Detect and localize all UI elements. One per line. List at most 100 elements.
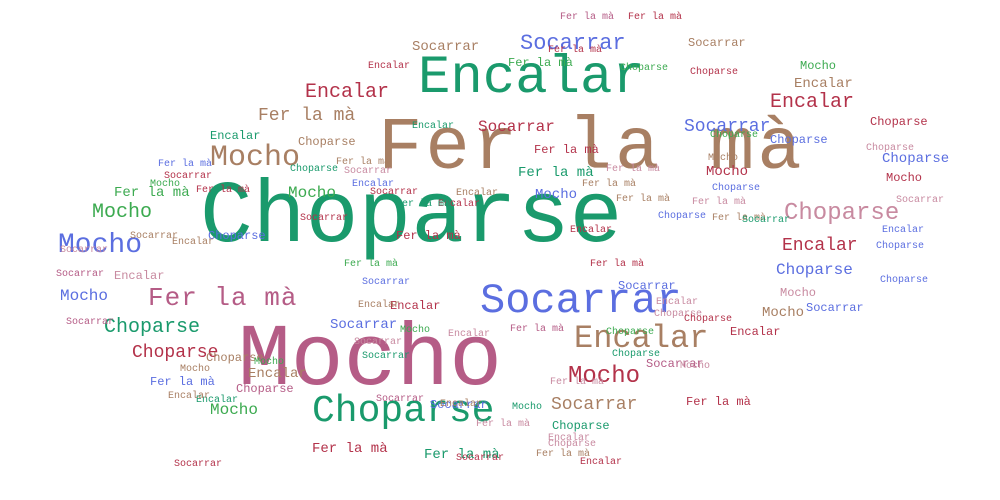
word-encalar: Encalar: [580, 457, 623, 468]
word-encalar: Encalar: [656, 297, 699, 308]
word-socarrar: Socarrar: [164, 171, 213, 182]
word-encalar: Encalar: [368, 61, 411, 72]
word-socarrar: Socarrar: [618, 279, 676, 293]
word-mocho: Mocho: [58, 230, 143, 261]
word-choparse: Choparse: [236, 382, 294, 396]
word-choparse: Choparse: [876, 241, 925, 252]
word-fer-la-ma: Fer la mà: [536, 449, 591, 460]
word-choparse: Choparse: [690, 67, 739, 78]
word-fer-la-ma: Fer la mà: [344, 259, 399, 270]
word-encalar: Encalar: [210, 129, 261, 143]
word-fer-la-ma: Fer la mà: [258, 106, 356, 126]
word-choparse: Choparse: [612, 349, 661, 360]
word-socarrar: Socarrar: [480, 277, 682, 325]
word-encalar: Encalar: [440, 399, 483, 410]
word-socarrar: Socarrar: [376, 394, 425, 405]
word-fer-la-ma: Fer la mà: [114, 185, 190, 201]
word-fer-la-ma: Fer la mà: [424, 447, 500, 463]
word-socarrar: Socarrar: [66, 317, 115, 328]
word-encalar: Encalar: [794, 76, 853, 92]
word-fer-la-ma: Fer la mà: [534, 143, 599, 157]
word-choparse: Choparse: [712, 183, 761, 194]
word-choparse: Choparse: [684, 314, 733, 325]
word-choparse: Choparse: [606, 327, 655, 338]
word-choparse: Choparse: [710, 130, 759, 141]
word-encalar: Encalar: [730, 325, 781, 339]
word-choparse: Choparse: [870, 115, 928, 129]
word-choparse: Choparse: [312, 390, 495, 433]
word-choparse: Choparse: [776, 261, 853, 279]
word-socarrar: Socarrar: [684, 117, 771, 137]
word-encalar: Encalar: [574, 320, 709, 357]
word-fer-la-ma: Fer la mà: [312, 441, 388, 457]
word-mocho: Mocho: [535, 187, 578, 203]
word-fer-la-ma: Fer la mà: [476, 419, 531, 430]
word-encalar: Encalar: [172, 237, 215, 248]
word-encalar: Encalar: [882, 225, 925, 236]
word-socarrar: Socarrar: [551, 395, 638, 415]
word-mocho: Mocho: [762, 305, 805, 321]
word-choparse: Choparse: [866, 143, 915, 154]
word-choparse: Choparse: [654, 309, 703, 320]
word-fer-la-ma: Fer la mà: [550, 377, 605, 388]
word-mocho: Mocho: [288, 184, 337, 202]
word-fer-la-ma: Fer la mà: [548, 45, 603, 56]
word-fer-la-ma: Fer la mà: [606, 164, 661, 175]
word-mocho: Mocho: [238, 312, 503, 411]
word-encalar: Encalar: [438, 199, 481, 210]
word-choparse: Choparse: [206, 351, 264, 365]
word-encalar: Encalar: [570, 225, 613, 236]
word-fer-la-ma: Fer la mà: [196, 185, 251, 196]
word-fer-la-ma: Fer la mà: [616, 194, 671, 205]
word-encalar: Encalar: [456, 188, 499, 199]
word-mocho: Mocho: [512, 402, 543, 413]
word-socarrar: Socarrar: [130, 231, 179, 242]
word-mocho: Mocho: [254, 357, 285, 368]
word-choparse: Choparse: [208, 229, 266, 243]
word-choparse: Choparse: [200, 169, 623, 268]
word-mocho: Mocho: [92, 201, 153, 224]
word-encalar: Encalar: [548, 433, 591, 444]
word-encalar: Encalar: [448, 329, 491, 340]
word-choparse: Choparse: [784, 200, 900, 227]
word-encalar: Encalar: [196, 395, 239, 406]
word-mocho: Mocho: [780, 286, 817, 300]
word-mocho: Mocho: [60, 287, 109, 305]
word-fer-la-ma: Fer la mà: [158, 159, 213, 170]
word-mocho: Mocho: [680, 361, 711, 372]
word-mocho: Mocho: [706, 164, 749, 180]
word-mocho: Mocho: [150, 179, 181, 190]
word-mocho: Mocho: [568, 363, 641, 390]
word-choparse: Choparse: [620, 63, 669, 74]
word-encalar: Encalar: [352, 179, 395, 190]
word-socarrar: Socarrar: [688, 36, 746, 50]
word-socarrar: Socarrar: [174, 459, 223, 470]
word-socarrar: Socarrar: [896, 195, 945, 206]
word-mocho: Mocho: [180, 364, 211, 375]
word-mocho: Mocho: [210, 401, 259, 419]
word-choparse: Choparse: [548, 439, 597, 450]
word-choparse: Choparse: [770, 133, 828, 147]
word-encalar: Encalar: [114, 269, 165, 283]
word-socarrar: Socarrar: [412, 39, 480, 55]
word-fer-la-ma: Fer la mà: [150, 375, 215, 389]
word-encalar: Encalar: [248, 366, 307, 382]
word-fer-la-ma: Fer la mà: [396, 199, 451, 210]
word-fer-la-ma: Fer la mà: [712, 213, 767, 224]
word-socarrar: Socarrar: [344, 166, 393, 177]
word-encalar: Encalar: [418, 48, 645, 109]
word-fer-la-ma: Fer la mà: [378, 107, 805, 191]
word-socarrar: Socarrar: [300, 213, 349, 224]
word-encalar: Encalar: [782, 236, 858, 256]
word-mocho: Mocho: [800, 59, 837, 73]
word-socarrar: Socarrar: [354, 337, 403, 348]
word-choparse: Choparse: [880, 275, 929, 286]
word-encalar: Encalar: [168, 391, 211, 402]
word-choparse: Choparse: [882, 151, 950, 167]
word-socarrar: Socarrar: [56, 269, 105, 280]
word-choparse: Choparse: [552, 419, 610, 433]
word-fer-la-ma: Fer la mà: [396, 229, 461, 243]
word-encalar: Encalar: [770, 91, 855, 114]
word-choparse: Choparse: [298, 135, 356, 149]
